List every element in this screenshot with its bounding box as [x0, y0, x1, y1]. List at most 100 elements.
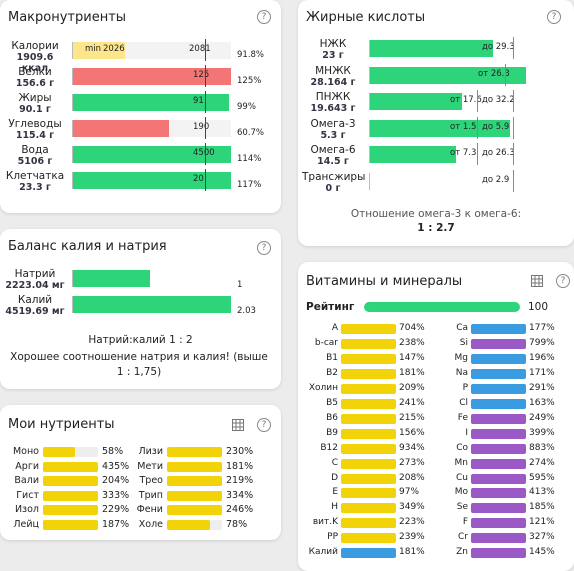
help-icon[interactable]: ?	[257, 418, 271, 432]
vitamin-mineral-item: B2 181%	[304, 368, 434, 380]
macro-label: Вода 5106 г	[4, 144, 66, 168]
vitamin-mineral-percent: 239%	[399, 532, 425, 543]
vitamins-minerals-card: Витамины и минералы ? Рейтинг 100 A 704% b…	[298, 262, 574, 571]
my-nutrients-title: Мои нутриенты	[8, 417, 115, 432]
macro-name: Вода	[21, 144, 49, 156]
vitamin-mineral-name: D	[331, 472, 338, 483]
electrolyte-name: Калий	[17, 294, 53, 306]
table-icon[interactable]	[232, 419, 244, 431]
nutrient-bar-track	[167, 505, 222, 516]
range-max: до 29.3	[482, 42, 515, 52]
fatty-acid-bar-track: от 1.5 до 5.9	[369, 116, 526, 139]
range-tick	[513, 90, 514, 112]
vitamin-mineral-name: Na	[455, 367, 468, 378]
nutrient-bar-fill	[43, 505, 98, 516]
macro-percent: 99%	[237, 102, 256, 112]
fatty-acid-value: 14.5 г	[317, 156, 349, 167]
range-tick	[477, 143, 478, 165]
vitamin-mineral-name: Co	[456, 442, 468, 453]
nutrient-name: Трео	[139, 475, 164, 487]
nutrient-name: Моно	[12, 446, 39, 457]
fatty-acid-row: НЖК 23 г до 29.3	[298, 37, 574, 65]
nutrient-percent: 204%	[102, 475, 130, 487]
vitamin-mineral-percent: 413%	[529, 487, 555, 498]
nutrient-name: Изол	[14, 504, 39, 516]
fatty-acid-label: МНЖК 28.164 г	[302, 64, 364, 88]
macro-bar-track: 20	[72, 169, 231, 191]
vitamin-mineral-percent: 327%	[529, 532, 555, 543]
table-icon[interactable]	[531, 275, 543, 287]
vitamin-mineral-bar	[471, 324, 526, 334]
nutrient-bar-fill	[167, 476, 222, 487]
nutrient-item: Арги 435%	[9, 461, 139, 473]
nutrient-item: Мети 181%	[133, 461, 263, 473]
vitamin-mineral-item: Mo 413%	[434, 487, 564, 499]
nutrient-item: Фени 246%	[133, 504, 263, 516]
macro-label: Клетчатка 23.3 г	[4, 171, 66, 194]
vitamin-mineral-bar	[341, 368, 396, 379]
vitamin-mineral-percent: 97%	[399, 487, 420, 498]
vitamin-mineral-percent: 121%	[529, 517, 555, 528]
vitamin-mineral-percent: 704%	[399, 323, 425, 333]
vitamin-mineral-percent: 156%	[399, 427, 425, 438]
vitamin-mineral-bar	[341, 503, 396, 514]
help-icon[interactable]: ?	[547, 10, 561, 24]
vitamin-mineral-bar	[471, 353, 526, 364]
nutrient-name: Вали	[14, 475, 39, 487]
vitamin-mineral-bar	[471, 368, 526, 379]
macro-bar-fill	[73, 68, 231, 85]
vitamin-mineral-name: Mo	[454, 487, 468, 498]
macronutrients-title: Макронутриенты	[8, 10, 127, 25]
fatty-acid-row: Омега-3 5.3 г от 1.5 до 5.9	[298, 116, 574, 145]
fatty-acid-value: 5.3 г	[320, 129, 346, 141]
vitamin-mineral-bar	[471, 428, 526, 439]
help-icon[interactable]: ?	[556, 274, 570, 288]
vitamin-mineral-bar	[341, 398, 396, 409]
nutrient-bar-fill	[43, 476, 98, 487]
macro-value: 115.4 г	[15, 130, 55, 141]
fatty-acid-bar-track: до 29.3	[369, 37, 526, 59]
nutrient-item: Моно 58%	[9, 446, 139, 458]
nutrient-bar-track	[43, 520, 98, 530]
help-icon[interactable]: ?	[257, 10, 271, 24]
macro-name: Жиры	[18, 92, 52, 104]
vitamin-mineral-bar	[471, 518, 526, 529]
vitamin-mineral-percent: 223%	[399, 517, 425, 528]
omega-ratio-value: 1 : 2.7	[417, 222, 455, 234]
vitamin-mineral-name: вит.K	[312, 517, 338, 528]
nutrient-bar-track	[167, 490, 222, 501]
norm-value: 4500	[193, 148, 215, 158]
nutrient-bar-track	[43, 476, 98, 487]
range-tick	[477, 90, 478, 112]
norm-tick	[205, 169, 206, 191]
electrolyte-label: Калий 4519.69 мг	[2, 294, 68, 318]
vitamin-mineral-bar	[471, 383, 526, 394]
vitamin-mineral-bar	[341, 324, 396, 334]
macro-value: 90.1 г	[19, 104, 51, 115]
potassium-sodium-card: Баланс калия и натрия ? Натрий 2223.04 мг…	[0, 229, 281, 389]
fatty-acid-value: 23 г	[322, 50, 344, 61]
fatty-acid-name: МНЖК	[315, 64, 351, 77]
macro-value: 5106 г	[17, 156, 53, 167]
vitamin-mineral-item: P 291%	[434, 383, 564, 395]
electrolyte-row: Калий 4519.69 мг 2.03	[0, 295, 281, 321]
help-icon[interactable]: ?	[257, 241, 271, 255]
nutrient-bar-track	[43, 490, 98, 501]
vitamin-mineral-item: Холин 209%	[304, 383, 434, 395]
fatty-acids-card: Жирные кислоты ? НЖК 23 г до 29.3 МНЖК 28.16…	[298, 0, 574, 246]
nutrient-bar-track	[43, 505, 98, 516]
macro-bar-track: 4500	[72, 143, 231, 165]
macro-name: Калории	[11, 40, 59, 52]
vitamin-mineral-bar	[341, 338, 396, 349]
fatty-acid-bar-fill	[370, 146, 456, 163]
macro-unit: ккал	[21, 63, 49, 74]
electrolyte-bar-fill	[73, 296, 231, 313]
norm-value: 20	[193, 174, 204, 184]
nutrient-bar-fill	[43, 490, 98, 501]
nutrient-bar-track	[167, 447, 222, 457]
my-nutrients-card: Мои нутриенты ? Моно 58% Арги 435% Вали 204% Г…	[0, 405, 281, 540]
nutrient-bar-fill	[43, 461, 98, 472]
vitamin-mineral-percent: 181%	[399, 367, 425, 378]
nutrient-name: Лизи	[138, 446, 163, 457]
vitamin-mineral-item: Mg 196%	[434, 353, 564, 365]
